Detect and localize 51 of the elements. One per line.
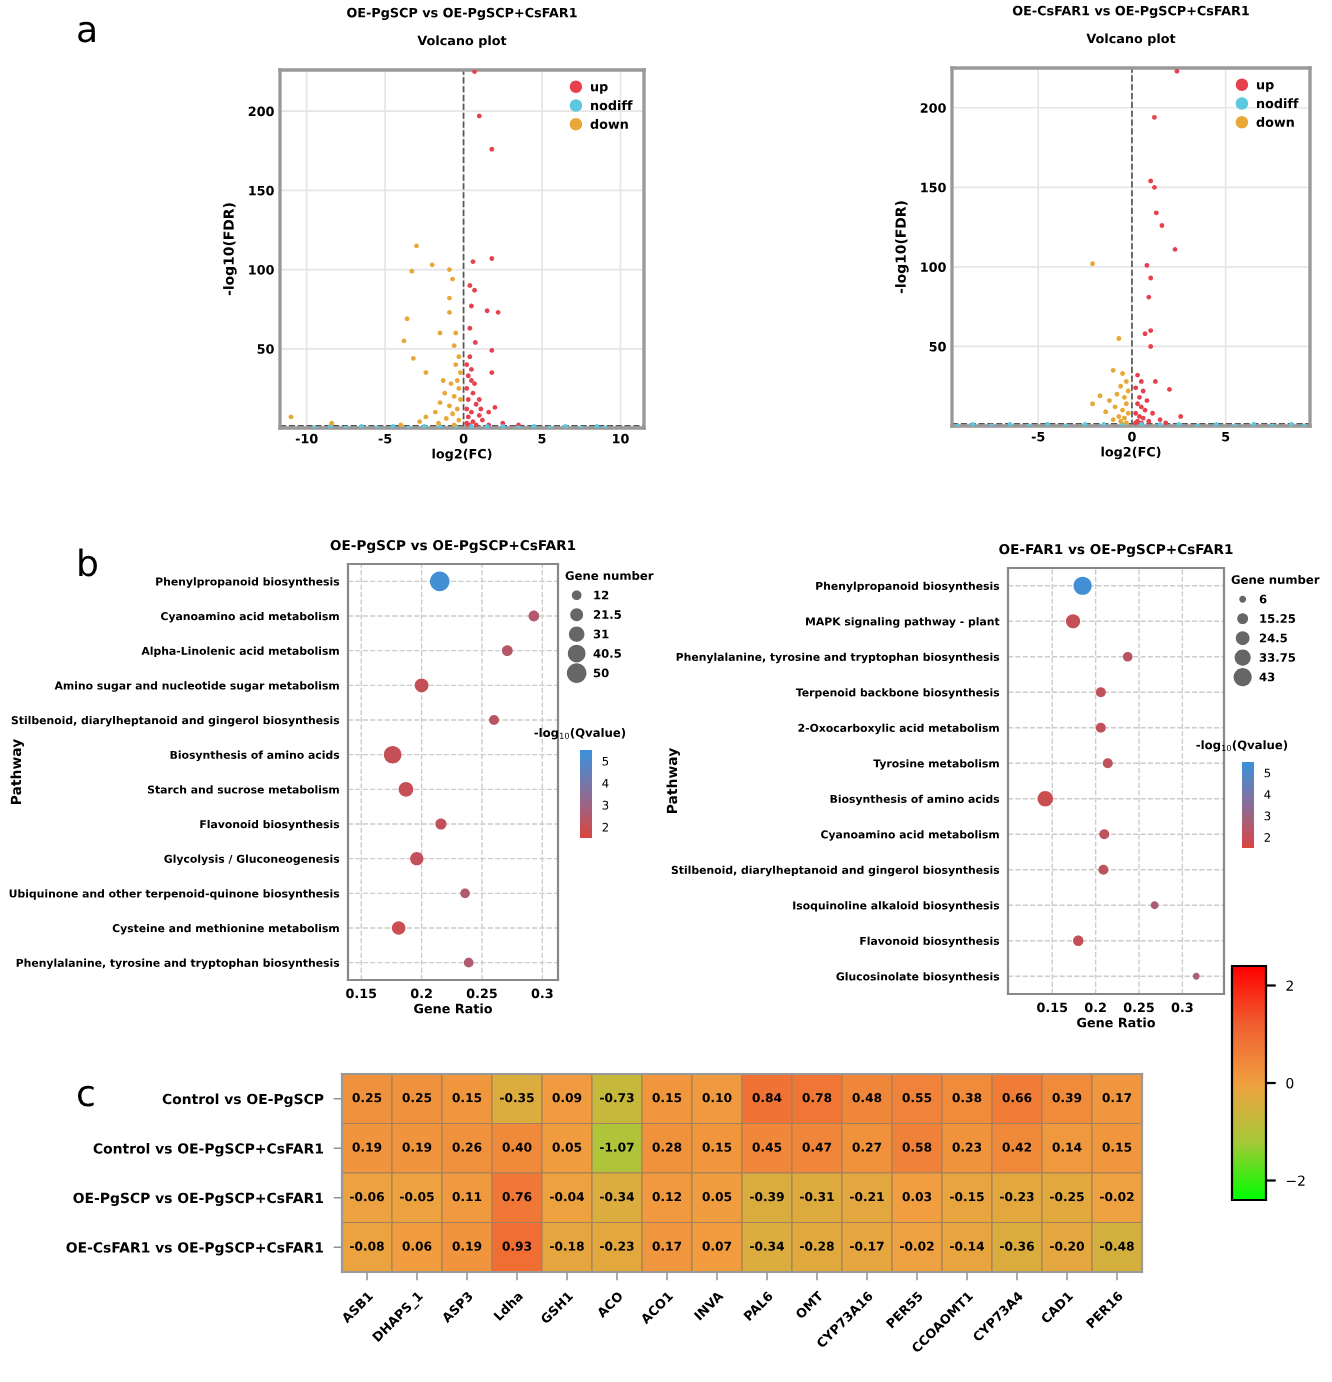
point	[451, 343, 457, 349]
point	[456, 354, 462, 360]
point	[1097, 393, 1103, 399]
point	[489, 347, 495, 353]
point	[464, 406, 470, 412]
point	[432, 409, 438, 415]
point	[429, 262, 435, 268]
point	[417, 419, 423, 425]
point	[1144, 262, 1150, 268]
point	[486, 409, 492, 415]
point	[495, 309, 501, 315]
text: c	[77, 1085, 94, 1107]
point	[489, 146, 495, 152]
point	[1146, 418, 1152, 424]
point	[1110, 417, 1116, 423]
point	[1142, 331, 1148, 337]
point	[1125, 410, 1131, 416]
point	[1153, 210, 1159, 216]
point	[453, 330, 459, 336]
point	[465, 414, 471, 420]
point	[464, 385, 470, 391]
text: a	[78, 21, 95, 43]
point	[454, 406, 460, 412]
point	[1103, 409, 1109, 415]
point	[453, 362, 459, 368]
point	[1123, 401, 1129, 407]
point	[1118, 383, 1124, 389]
point	[1133, 410, 1139, 416]
point	[1148, 178, 1154, 184]
point	[410, 355, 416, 361]
point	[465, 373, 471, 379]
point	[442, 390, 448, 396]
point	[1110, 367, 1116, 373]
text: b	[79, 548, 97, 577]
point	[473, 401, 479, 407]
point	[451, 393, 457, 399]
point	[1146, 294, 1152, 300]
point	[1163, 420, 1169, 426]
point	[484, 308, 490, 314]
point	[476, 113, 482, 119]
point	[409, 268, 415, 274]
point	[1133, 385, 1139, 391]
point	[1148, 275, 1154, 281]
point	[404, 316, 410, 322]
point	[398, 422, 404, 428]
point	[464, 362, 470, 368]
point	[456, 385, 462, 391]
point	[476, 412, 482, 418]
point	[470, 259, 476, 265]
point	[467, 354, 473, 360]
point	[467, 325, 473, 331]
